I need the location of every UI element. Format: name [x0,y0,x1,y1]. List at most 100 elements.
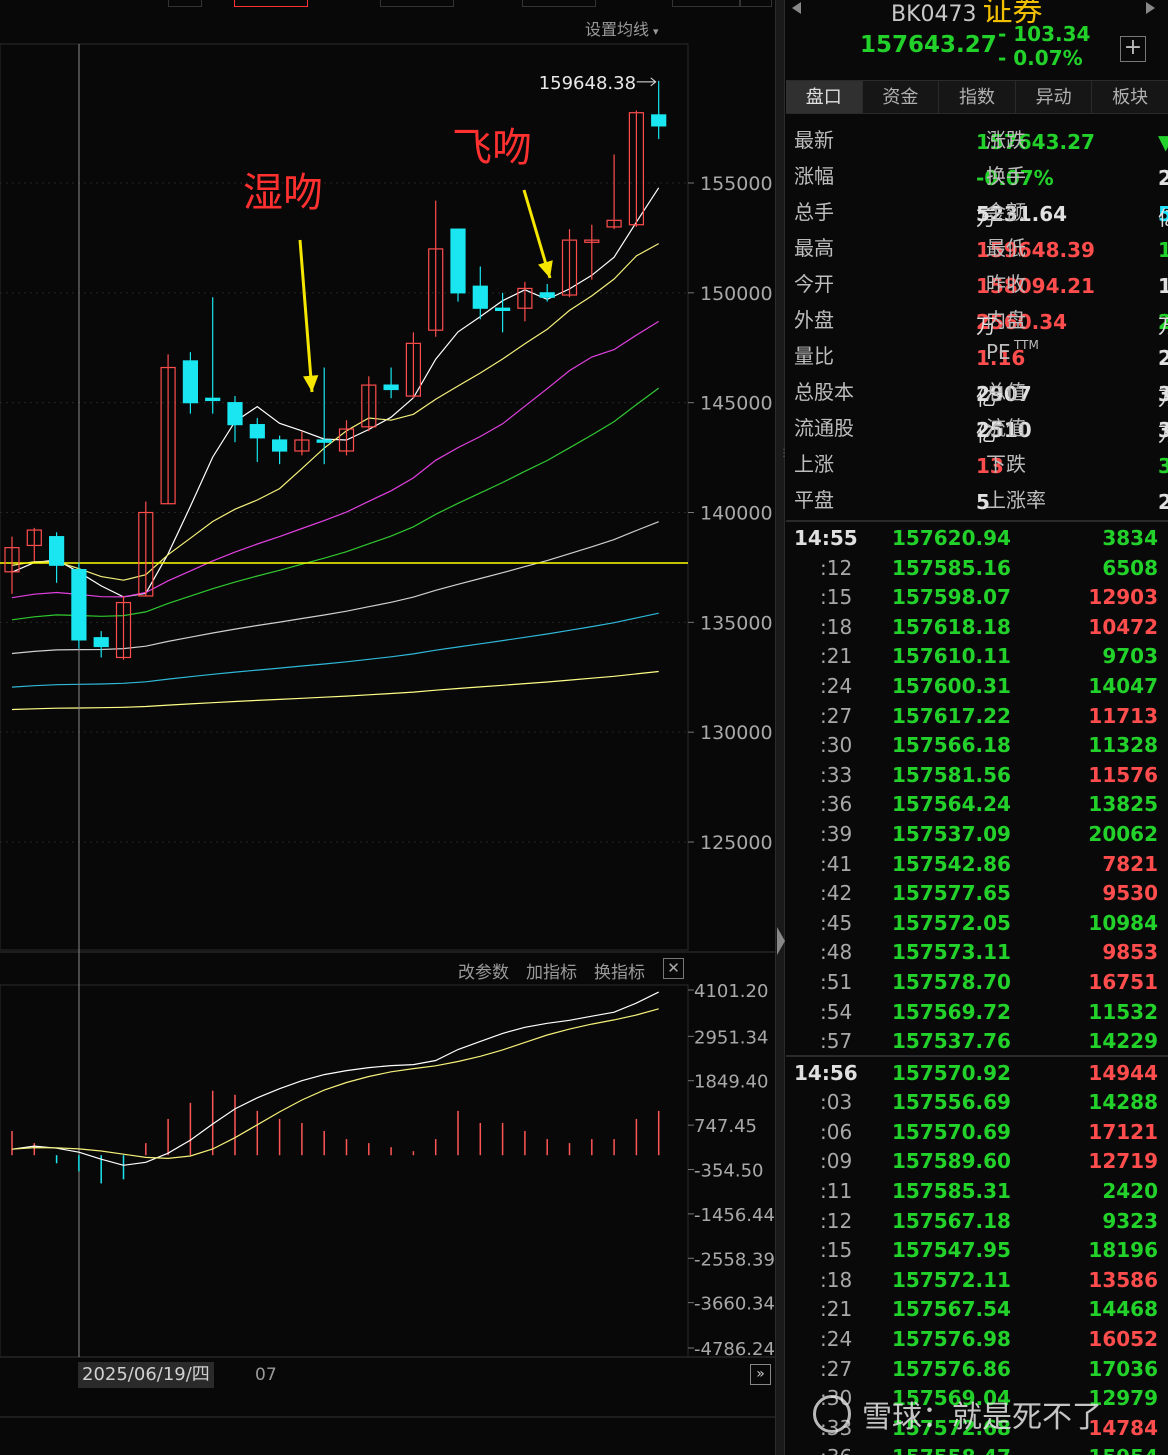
tick-price: 157567.54 [892,1297,1011,1322]
quote-label: 平盘 [794,488,834,512]
tab-capital[interactable]: 资金 [863,81,940,113]
tick-volume: 18196 [1088,1238,1158,1263]
tick-row: :03 157556.69 14288 [786,1086,1168,1116]
price-axis-label: 140000 [700,503,773,525]
tab-anomaly[interactable]: 异动 [1016,81,1093,113]
quote-label: 涨跌 [986,128,1026,152]
tick-volume: 14288 [1088,1090,1158,1115]
tab-order-book[interactable]: 盘口 [786,81,863,113]
candle-up [428,248,444,331]
price-axis-label: 125000 [700,832,773,854]
tick-time: :39 [820,821,853,846]
indicator-axis-label: 747.45 [694,1116,757,1137]
candle-down [48,536,65,566]
add-indicator-button[interactable]: 加指标 [526,963,577,983]
tick-row: 14:56 157570.92 14944 [786,1057,1168,1087]
candlestick-chart[interactable]: 155000 150000 145000 140000 135000 130000 1250… [0,0,775,1455]
prev-stock-icon[interactable] [792,2,801,14]
indicator-pane-frame [0,984,689,1358]
tick-row: :12 157567.18 9323 [786,1205,1168,1235]
price-axis-label: 150000 [700,283,773,305]
toolbar-segment-active[interactable] [234,0,308,7]
tick-time: :45 [820,910,853,935]
tick-row: :15 157547.95 18196 [786,1234,1168,1264]
indicator-axis-label: 1849.40 [694,1072,768,1093]
price-axis-label: 155000 [700,173,773,195]
toolbar-segment[interactable] [672,0,740,7]
quote-number: 157070.13 [1158,238,1168,262]
date-axis-label: 07 [255,1365,277,1385]
tick-time: :21 [820,1297,853,1322]
switch-indicator-button[interactable]: 换指标 [594,963,645,983]
annotation-arrow-wet-head [303,375,319,392]
annotation-wet-kiss: 湿吻 [243,170,323,216]
collapse-panel-icon[interactable] [777,927,785,955]
close-indicator-icon[interactable]: ✕ [663,958,684,979]
tick-row: :57 157537.76 14229 [786,1025,1168,1055]
tick-volume: 12719 [1088,1149,1158,1174]
tick-price: 157566.18 [892,733,1011,758]
add-watchlist-icon[interactable]: + [1120,36,1146,62]
candle-up [115,601,132,659]
tick-row: :09 157589.60 12719 [786,1145,1168,1175]
tick-row: 14:55 157620.94 3834 [786,522,1168,552]
indicator-axis-label: -3660.34 [694,1294,775,1315]
tick-volume: 12979 [1088,1386,1158,1411]
indicator-axis-label: 4101.20 [694,981,768,1002]
ma-settings-button[interactable]: 设置均线 ▾ [585,16,659,40]
tick-row: :21 157610.11 9703 [786,640,1168,670]
tick-row: :33 157581.56 11576 [786,759,1168,789]
toolbar-segment[interactable] [380,0,454,7]
candle-up [517,287,533,309]
toolbar-segment[interactable] [168,0,202,7]
kline-chart-area[interactable]: 155000 150000 145000 140000 135000 130000 1250… [0,0,775,1455]
tab-sector[interactable]: 板块 [1112,87,1149,108]
tick-volume: 2420 [1102,1179,1158,1204]
candle-up [294,439,310,452]
candle-down [205,397,221,402]
tick-time: :41 [820,851,853,876]
candle-up [26,529,42,547]
annotation-arrow-flying-head [538,260,553,278]
toolbar-segment[interactable] [522,0,596,7]
tick-time: :24 [820,1327,853,1352]
candle-down [71,569,87,641]
tick-volume: 10472 [1088,614,1158,639]
change-value: - 103.34 [998,22,1091,46]
scroll-right-icon[interactable]: » [750,1364,771,1385]
tick-list[interactable]: 14:55 157620.94 3834:12 157585.16 6508:15 157… [786,520,1168,1455]
quote-label: 流值 [986,416,1026,440]
quote-label: 上涨 [794,452,834,476]
tick-row: :15 157598.07 12903 [786,581,1168,611]
tab-index[interactable]: 指数 [939,81,1016,113]
tick-volume: 13825 [1088,792,1158,817]
tick-time: :27 [820,1356,853,1381]
tick-price: 157572.05 [892,910,1011,935]
tick-volume: 7821 [1102,851,1158,876]
watermark: 雪球：就是死不了 [862,1400,1102,1435]
toolbar-segment[interactable] [740,0,772,7]
quote-number: 20.99 [1158,346,1168,370]
quote-number: 3.70 [1158,382,1168,406]
drag-handle-icon[interactable]: ⋮ [779,448,789,459]
candle-down [651,114,667,127]
tick-row: :42 157577.65 9530 [786,877,1168,907]
tick-row: :11 157585.31 2420 [786,1175,1168,1205]
tick-row: :27 157617.22 11713 [786,700,1168,730]
quote-number: 157643.27 [976,130,1095,154]
tick-price: 157573.11 [892,940,1011,965]
tick-time: :15 [820,1238,853,1263]
tick-price: 157558.47 [892,1445,1011,1455]
candle-down [93,637,109,648]
tick-price: 157542.86 [892,851,1011,876]
edit-params-button[interactable]: 改参数 [458,963,509,983]
tick-volume: 6508 [1102,555,1158,580]
tick-row: :18 157572.11 13586 [786,1264,1168,1294]
next-stock-icon[interactable] [1146,2,1155,14]
tick-row: :21 157567.54 14468 [786,1293,1168,1323]
panel-divider[interactable]: ⋮ [775,0,789,1455]
